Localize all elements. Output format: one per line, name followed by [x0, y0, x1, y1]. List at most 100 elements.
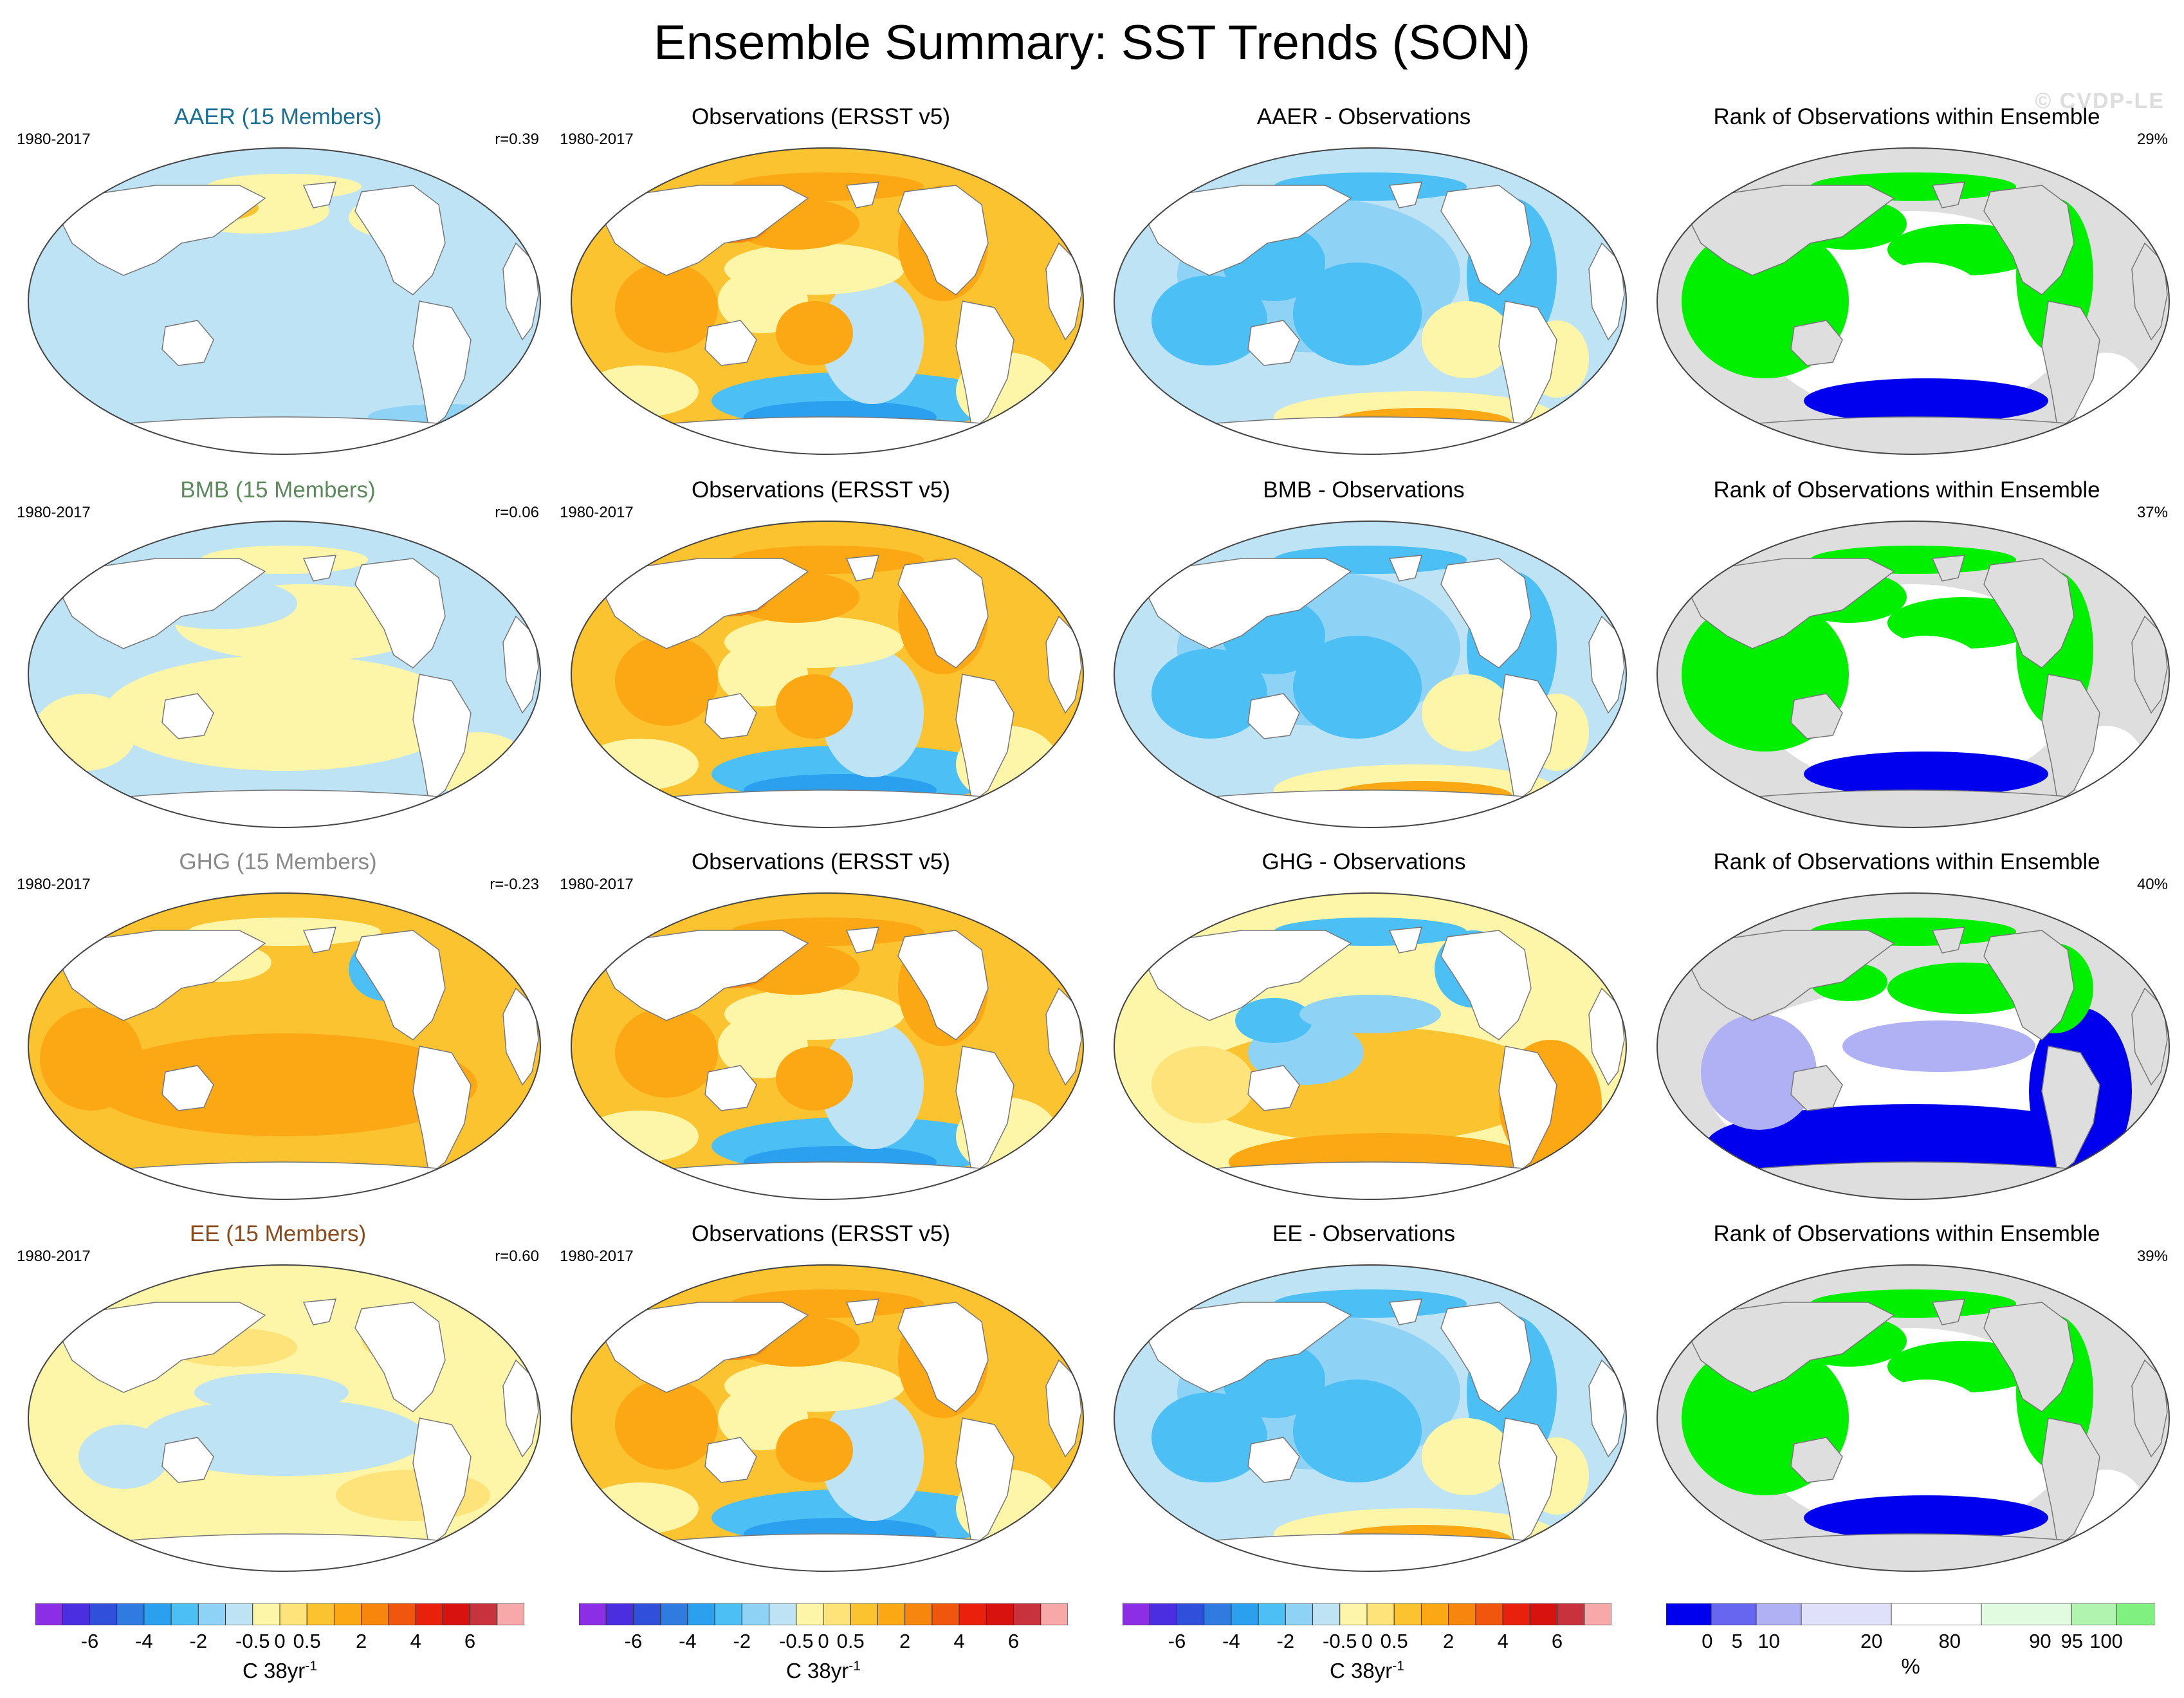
continent-australia [704, 1437, 757, 1483]
field-region [1152, 275, 1267, 365]
continent-eurasia [1144, 558, 1352, 649]
continent-greenland [302, 181, 337, 208]
continent-australia [704, 1065, 757, 1111]
field-region [91, 1033, 477, 1136]
continent-greenland [1388, 181, 1423, 208]
colorbar-box [1529, 1603, 1558, 1625]
continent-north-america [1440, 930, 1532, 1040]
colorbar-box [1448, 1603, 1476, 1625]
panel-title: Observations (ERSST v5) [692, 849, 950, 874]
panel-obs: Observations (ERSST v5) 1980-2017 [551, 103, 1091, 463]
colorbar-tick-label: 2 [1443, 1630, 1454, 1652]
map-obs [571, 1264, 1084, 1572]
colorbar-boxes [35, 1603, 524, 1625]
map-container [27, 147, 542, 456]
colorbar-box [497, 1603, 524, 1625]
colorbar-tick-label: -2 [189, 1630, 208, 1652]
panel-title: BMB (15 Members) [180, 477, 376, 503]
period-label: 1980-2017 [560, 1248, 634, 1265]
map-container [570, 892, 1085, 1201]
map-outline [1114, 147, 1627, 455]
colorbar-unit-text: C 38yr [786, 1659, 849, 1683]
continent-eurasia [1144, 185, 1352, 276]
map-field [1657, 1265, 2169, 1571]
field-region [33, 694, 136, 771]
continent-eurasia [1144, 1302, 1352, 1393]
map-ghg [28, 892, 541, 1200]
continent-north-america [897, 930, 989, 1040]
panel-title: EE - Observations [1272, 1221, 1455, 1246]
map-container [1113, 892, 1628, 1201]
colorbar-tick-label: -0.5 [779, 1630, 814, 1652]
panel-title: GHG - Observations [1262, 849, 1466, 874]
panel-rank: Rank of Observations within Ensemble 29% [1637, 103, 2177, 463]
continent-eurasia [1687, 1302, 1895, 1393]
field-region [776, 301, 853, 365]
colorbar-box [2116, 1603, 2155, 1625]
colorbar-box [415, 1603, 443, 1625]
map-field [571, 893, 1083, 1199]
continent-greenland [845, 555, 880, 582]
map-outline [1656, 147, 2170, 455]
colorbar-box [1584, 1603, 1611, 1625]
continent-australia [161, 1065, 214, 1111]
map-outline [1656, 521, 2170, 828]
map-rank_a [1656, 147, 2170, 455]
colorbar-tick-label: -0.5 [1323, 1630, 1357, 1652]
continent-north-america [1440, 185, 1532, 295]
panel-diff: GHG - Observations [1094, 848, 1634, 1208]
map-container [570, 520, 1085, 829]
colorbar-box [1420, 1603, 1449, 1625]
field-region [1422, 301, 1512, 378]
continent-north-america [897, 185, 989, 295]
colorbar-tick-label: 0 [818, 1630, 829, 1652]
colorbar-tick-label: 4 [1497, 1630, 1509, 1652]
field-region [1152, 649, 1267, 739]
colorbar-unit: C 38yr-1 [35, 1654, 524, 1684]
colorbar-unit: C 38yr-1 [579, 1654, 1068, 1684]
colorbar-box [931, 1603, 960, 1625]
field-region [1862, 636, 1990, 726]
colorbar-box [904, 1603, 933, 1625]
field-region [1701, 1014, 1817, 1130]
colorbar-box [1502, 1603, 1530, 1625]
correlation-label: r=0.60 [495, 1248, 539, 1265]
map-diff_cold [1114, 1264, 1627, 1572]
continent-australia [1790, 1065, 1843, 1111]
colorbar-tick-label: -4 [1222, 1630, 1240, 1652]
colorbar-box [1258, 1603, 1286, 1625]
colorbar-tick-label: -6 [1168, 1630, 1186, 1652]
map-container [1113, 147, 1628, 456]
map-container [1656, 892, 2170, 1201]
panel-title: AAER (15 Members) [174, 104, 382, 129]
continent-eurasia [1687, 558, 1895, 649]
continent-south-america [1498, 300, 1557, 431]
colorbar-tick-label: 0.5 [836, 1630, 865, 1652]
continent-eurasia [601, 930, 809, 1021]
continent-australia [1790, 320, 1843, 366]
field-region [583, 1111, 699, 1162]
period-label: 1980-2017 [17, 1248, 91, 1265]
colorbar-box [1176, 1603, 1205, 1625]
period-label: 1980-2017 [17, 876, 91, 893]
colorbar-box [632, 1603, 661, 1625]
continent-north-america [1983, 185, 2075, 295]
map-field [571, 148, 1083, 454]
field-region [104, 655, 464, 771]
map-diff_warm [1114, 892, 1627, 1200]
colorbar-box [252, 1603, 280, 1625]
continent-australia [1247, 320, 1300, 366]
colorbar-box [605, 1603, 634, 1625]
colorbar-box [306, 1603, 335, 1625]
panel-title: Observations (ERSST v5) [692, 1221, 950, 1246]
continent-south-america [412, 1046, 472, 1176]
map-obs [571, 892, 1084, 1200]
field-region [1152, 1392, 1267, 1482]
continent-south-america [955, 674, 1014, 804]
map-diff_cold [1114, 147, 1627, 455]
continent-north-america [1440, 1302, 1532, 1412]
continent-south-america [1498, 674, 1557, 804]
colorbar-boxes [1123, 1603, 1611, 1625]
map-outline [571, 1264, 1084, 1572]
field-region [1862, 263, 1990, 353]
